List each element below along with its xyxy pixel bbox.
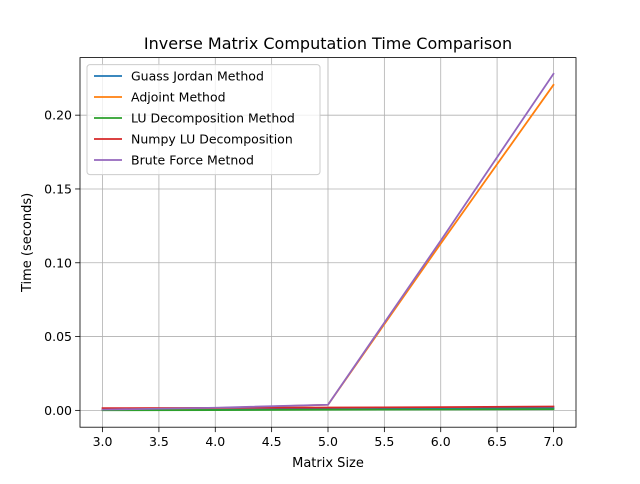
series-lines bbox=[101, 72, 555, 412]
y-axis-label: Time (seconds) bbox=[20, 193, 35, 293]
legend-entry: Brute Force Metnod bbox=[94, 153, 254, 168]
legend: Guass Jordan Method Adjoint Method LU Deco… bbox=[86, 64, 321, 176]
y-tick-label: 0.00 bbox=[44, 403, 72, 418]
x-tick-label: 3.5 bbox=[149, 434, 169, 449]
legend-label: Brute Force Metnod bbox=[131, 153, 254, 168]
legend-label: Guass Jordan Method bbox=[131, 69, 264, 84]
x-tick-label: 5.5 bbox=[374, 434, 394, 449]
y-axis-ticks: 0.00 0.05 0.10 0.15 0.20 bbox=[44, 108, 80, 418]
x-tick-label: 4.0 bbox=[205, 434, 225, 449]
legend-entry: Adjoint Method bbox=[94, 90, 226, 105]
legend-entry: LU Decomposition Method bbox=[94, 111, 295, 126]
y-tick-label: 0.10 bbox=[44, 255, 72, 270]
x-axis-ticks: 3.0 3.5 4.0 4.5 5.0 5.5 6.0 6.5 7.0 bbox=[93, 427, 564, 449]
series-line-3 bbox=[101, 408, 555, 412]
y-tick-label: 0.05 bbox=[44, 329, 72, 344]
y-tick-label: 0.15 bbox=[44, 181, 72, 196]
y-tick-label: 0.20 bbox=[44, 108, 72, 123]
legend-label: Numpy LU Decomposition bbox=[131, 132, 293, 147]
x-tick-label: 7.0 bbox=[544, 434, 564, 449]
chart-title: Inverse Matrix Computation Time Comparis… bbox=[144, 34, 512, 53]
x-axis-label: Matrix Size bbox=[292, 456, 364, 471]
legend-entry: Numpy LU Decomposition bbox=[94, 132, 293, 147]
legend-label: Adjoint Method bbox=[131, 90, 226, 105]
x-tick-label: 3.0 bbox=[93, 434, 113, 449]
legend-label: LU Decomposition Method bbox=[131, 111, 295, 126]
legend-entry: Guass Jordan Method bbox=[94, 69, 264, 84]
x-tick-label: 5.0 bbox=[318, 434, 338, 449]
x-tick-label: 4.5 bbox=[262, 434, 282, 449]
x-tick-label: 6.5 bbox=[487, 434, 507, 449]
legend-box bbox=[86, 64, 321, 176]
series-line-5 bbox=[101, 72, 555, 411]
x-tick-label: 6.0 bbox=[431, 434, 451, 449]
